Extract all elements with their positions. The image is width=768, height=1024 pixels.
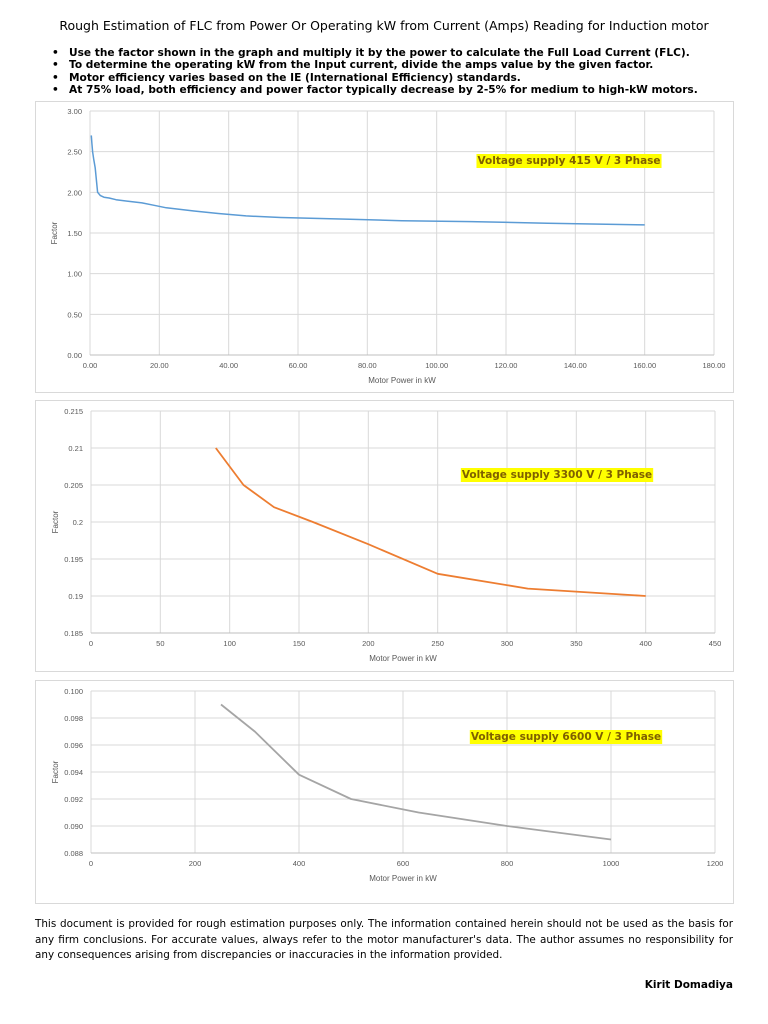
x-tick-label: 140.00 <box>564 361 587 370</box>
y-tick-label: 0.090 <box>64 822 83 831</box>
x-tick-label: 1200 <box>707 859 724 868</box>
y-axis-title: Factor <box>50 221 59 244</box>
page-title: Rough Estimation of FLC from Power Or Op… <box>59 18 709 33</box>
x-tick-label: 40.00 <box>219 361 238 370</box>
series-points <box>90 135 645 226</box>
chart-3300v-grid <box>90 410 716 634</box>
x-tick-label: 600 <box>397 859 410 868</box>
x-tick-label: 450 <box>709 639 722 648</box>
x-tick-label: 180.00 <box>703 361 726 370</box>
instructions-list: Use the factor shown in the graph and mu… <box>52 47 752 96</box>
y-axis-title: Factor <box>51 760 60 783</box>
x-tick-label: 350 <box>570 639 583 648</box>
y-tick-label: 0.185 <box>64 629 83 638</box>
x-tick-label: 800 <box>501 859 514 868</box>
y-tick-label: 0.19 <box>68 592 83 601</box>
y-tick-label: 0.100 <box>64 687 83 696</box>
x-tick-label: 300 <box>501 639 514 648</box>
x-tick-label: 20.00 <box>150 361 169 370</box>
chart-3300v: 0 50 100 150 200 250 300 350 400 450 0.185 0.19 0.19… <box>51 407 722 663</box>
chart-415v-grid <box>89 110 715 356</box>
voltage-annotation: Voltage supply 3300 V / 3 Phase <box>462 469 652 481</box>
x-axis-title: Motor Power in kW <box>368 376 436 385</box>
x-tick-label: 200 <box>362 639 375 648</box>
chart-415v-panel: 0.00 20.00 40.00 60.00 80.00 100.00 120.00 140.… <box>35 101 734 393</box>
series-line <box>215 447 646 597</box>
series-line <box>90 135 645 226</box>
y-tick-label: 2.00 <box>67 188 82 197</box>
x-axis-title: Motor Power in kW <box>369 654 437 663</box>
x-tick-label: 1000 <box>603 859 620 868</box>
x-tick-label: 250 <box>431 639 444 648</box>
x-tick-label: 80.00 <box>358 361 377 370</box>
chart-3300v-panel: 0 50 100 150 200 250 300 350 400 450 0.185 0.19 0.19… <box>35 400 734 672</box>
chart-6600v-grid <box>90 690 716 854</box>
x-tick-label: 60.00 <box>289 361 308 370</box>
voltage-annotation-highlight <box>460 468 654 482</box>
x-tick-label: 150 <box>293 639 306 648</box>
y-tick-label: 3.00 <box>67 107 82 116</box>
x-tick-label: 0 <box>89 639 93 648</box>
instruction-item: Use the factor shown in the graph and mu… <box>52 47 752 60</box>
disclaimer-text: This document is provided for rough esti… <box>35 918 733 961</box>
y-tick-label: 2.50 <box>67 148 82 157</box>
y-axis-title: Factor <box>51 510 60 533</box>
x-tick-label: 400 <box>639 639 652 648</box>
x-axis-title: Motor Power in kW <box>369 874 437 883</box>
x-tick-label: 200 <box>189 859 202 868</box>
y-tick-label: 1.50 <box>67 229 82 238</box>
x-tick-label: 0 <box>89 859 93 868</box>
voltage-annotation-highlight <box>476 154 662 168</box>
y-tick-label: 0.092 <box>64 795 83 804</box>
y-tick-label: 0.50 <box>67 310 82 319</box>
y-tick-label: 0.088 <box>64 849 83 858</box>
voltage-annotation-highlight <box>469 730 663 744</box>
chart-6600v: 0 200 400 600 800 1000 1200 0.088 0.090 0.092 0.09… <box>51 687 724 883</box>
x-tick-label: 400 <box>293 859 306 868</box>
y-tick-label: 0.096 <box>64 741 83 750</box>
x-tick-label: 100.00 <box>425 361 448 370</box>
chart-415v: 0.00 20.00 40.00 60.00 80.00 100.00 120.00 140.… <box>50 107 726 385</box>
x-tick-label: 0.00 <box>83 361 98 370</box>
x-tick-label: 50 <box>156 639 164 648</box>
instruction-item: Motor efficiency varies based on the IE … <box>52 72 752 85</box>
voltage-annotation: Voltage supply 415 V / 3 Phase <box>477 155 660 167</box>
y-tick-label: 0.205 <box>64 481 83 490</box>
voltage-annotation: Voltage supply 6600 V / 3 Phase <box>471 731 661 743</box>
instruction-item: To determine the operating kW from the I… <box>52 59 752 72</box>
y-tick-label: 0.098 <box>64 714 83 723</box>
instruction-item: At 75% load, both efficiency and power f… <box>52 84 752 97</box>
y-tick-label: 1.00 <box>67 270 82 279</box>
author-name: Kirit Domadiya <box>644 979 733 991</box>
chart-6600v-panel: 0 200 400 600 800 1000 1200 0.088 0.090 0.092 0.09… <box>35 680 734 904</box>
y-tick-label: 0.195 <box>64 555 83 564</box>
y-tick-label: 0.00 <box>67 351 82 360</box>
y-tick-label: 0.094 <box>64 768 83 777</box>
series-line <box>220 703 612 841</box>
x-tick-label: 160.00 <box>633 361 656 370</box>
y-tick-label: 0.21 <box>68 444 83 453</box>
y-tick-label: 0.2 <box>73 518 83 527</box>
x-tick-label: 120.00 <box>495 361 518 370</box>
y-tick-label: 0.215 <box>64 407 83 416</box>
x-tick-label: 100 <box>223 639 236 648</box>
